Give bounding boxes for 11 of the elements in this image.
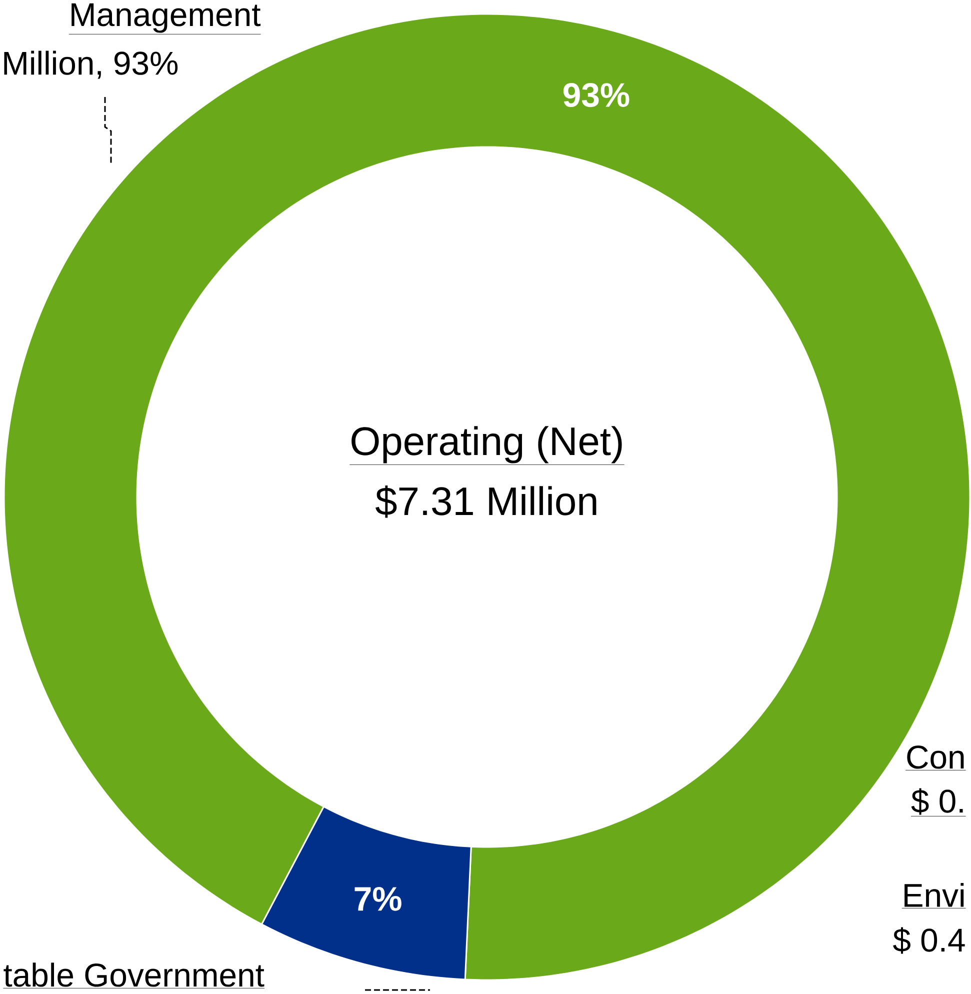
text: Envi [904,882,964,907]
text: $7.31 Million [376,485,596,518]
slice-label: table Government [4,962,264,987]
text: Million, 93% [4,50,178,79]
slice-label: Management [72,3,261,33]
data-label: 7% [354,887,402,911]
text: Operating (Net) [352,426,622,464]
data-label: 93% [564,83,630,108]
text: $ 0. [911,788,963,815]
text: $ 0.4 [893,927,965,954]
text: Con [907,746,964,769]
